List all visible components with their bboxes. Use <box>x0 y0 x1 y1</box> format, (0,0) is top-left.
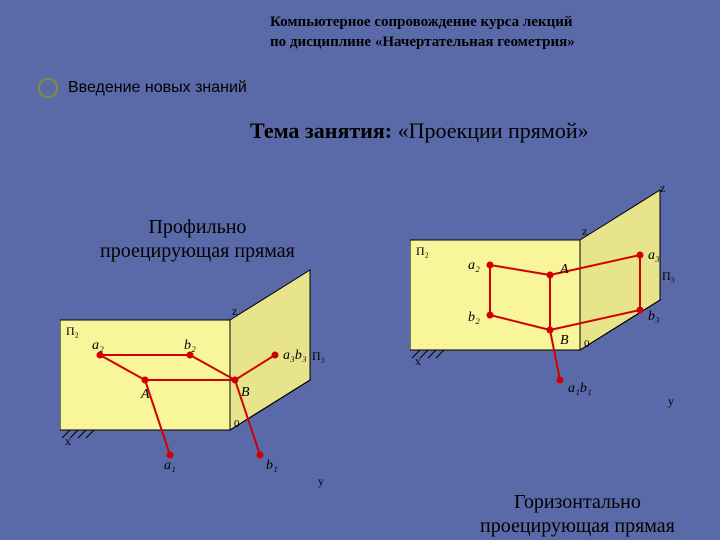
svg-text:y: y <box>318 474 324 488</box>
svg-text:П₃: П₃ <box>312 349 325 363</box>
svg-text:A: A <box>559 262 569 277</box>
svg-text:П₃: П₃ <box>662 269 675 283</box>
svg-text:b₂: b₂ <box>468 310 480 325</box>
svg-text:B: B <box>560 333 569 348</box>
svg-text:П₂: П₂ <box>416 244 429 258</box>
header-line2: по дисциплине «Начертательная геометрия» <box>270 32 575 52</box>
lesson-title: Тема занятия: «Проекции прямой» <box>250 118 589 144</box>
svg-text:a₁: a₁ <box>164 458 176 473</box>
svg-text:z: z <box>232 304 237 318</box>
svg-text:П₂: П₂ <box>66 324 79 338</box>
bullet-icon <box>38 78 58 98</box>
svg-text:a₂: a₂ <box>468 258 480 273</box>
svg-text:z: z <box>660 181 665 195</box>
lesson-topic: «Проекции прямой» <box>392 118 589 143</box>
right-caption: Горизонтально проецирующая прямая <box>480 490 675 538</box>
left-caption: Профильно проецирующая прямая <box>100 215 295 263</box>
right-diagram: a₂ Aa₃ b₂ Bb₃ a₁b₁ x y z 0 П₂ П₃ z <box>410 180 710 480</box>
left-diagram: a₂ b₂ A Ba₃b₃ a₁ b₁ x y z 0 П₂ П₃ <box>60 260 360 490</box>
svg-text:z: z <box>582 224 587 238</box>
svg-text:y: y <box>668 394 674 408</box>
svg-text:x: x <box>415 354 421 368</box>
svg-text:B: B <box>241 385 250 400</box>
svg-text:a₃b₃: a₃b₃ <box>283 348 307 363</box>
svg-text:b₃: b₃ <box>648 309 660 324</box>
svg-text:a₃: a₃ <box>648 248 660 263</box>
svg-text:a₂: a₂ <box>92 338 104 353</box>
subtitle-text: Введение новых знаний <box>68 79 247 97</box>
right-caption-l2: проецирующая прямая <box>480 514 675 538</box>
left-caption-l1: Профильно <box>100 215 295 239</box>
header: Компьютерное сопровождение курса лекций … <box>270 12 575 53</box>
header-line1: Компьютерное сопровождение курса лекций <box>270 12 575 32</box>
svg-text:x: x <box>65 434 71 448</box>
lesson-prefix: Тема занятия: <box>250 118 392 143</box>
svg-text:0: 0 <box>584 338 590 350</box>
svg-text:b₂: b₂ <box>184 338 196 353</box>
svg-text:A: A <box>140 387 150 402</box>
subtitle-row: Введение новых знаний <box>38 78 247 98</box>
svg-text:a₁b₁: a₁b₁ <box>568 381 592 396</box>
svg-text:0: 0 <box>234 418 240 430</box>
svg-text:b₁: b₁ <box>266 458 278 473</box>
right-caption-l1: Горизонтально <box>480 490 675 514</box>
